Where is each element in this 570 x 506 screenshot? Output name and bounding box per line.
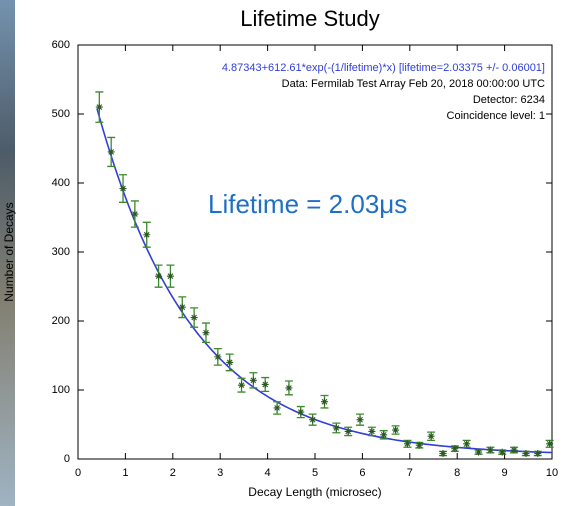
lifetime-highlight: Lifetime = 2.03μs bbox=[208, 189, 407, 219]
y-tick-label: 100 bbox=[52, 384, 70, 396]
data-point bbox=[463, 440, 471, 448]
data-point bbox=[285, 384, 293, 392]
data-point bbox=[439, 449, 447, 457]
data-point bbox=[95, 103, 103, 111]
x-tick-label: 7 bbox=[407, 467, 413, 479]
data-point bbox=[202, 329, 210, 337]
data-point bbox=[332, 424, 340, 432]
data-point bbox=[178, 303, 186, 311]
data-point bbox=[320, 398, 328, 406]
y-tick-label: 200 bbox=[52, 315, 70, 327]
annotation: 4.87343+612.61*exp(-(1/lifetime)*x) [lif… bbox=[222, 62, 545, 74]
data-point bbox=[297, 408, 305, 416]
y-tick-label: 400 bbox=[52, 177, 70, 189]
data-point bbox=[522, 449, 530, 457]
x-tick-label: 0 bbox=[75, 467, 81, 479]
x-tick-label: 9 bbox=[502, 467, 508, 479]
data-point bbox=[226, 358, 234, 366]
data-point bbox=[261, 380, 269, 388]
x-tick-label: 2 bbox=[170, 467, 176, 479]
data-point bbox=[475, 448, 483, 456]
y-tick-label: 600 bbox=[52, 39, 70, 51]
data-point bbox=[380, 431, 388, 439]
data-point bbox=[143, 231, 151, 239]
data-point bbox=[392, 426, 400, 434]
data-point bbox=[534, 449, 542, 457]
annotation: Data: Fermilab Test Array Feb 20, 2018 0… bbox=[282, 78, 545, 90]
data-point bbox=[546, 440, 554, 448]
y-axis-label: Number of Decays bbox=[2, 202, 16, 301]
x-tick-label: 3 bbox=[217, 467, 223, 479]
x-tick-label: 8 bbox=[454, 467, 460, 479]
x-tick-label: 6 bbox=[359, 467, 365, 479]
data-point bbox=[403, 440, 411, 448]
data-point bbox=[214, 353, 222, 361]
annotation: Detector: 6234 bbox=[473, 94, 545, 106]
data-point bbox=[107, 148, 115, 156]
data-point bbox=[498, 448, 506, 456]
data-point bbox=[356, 416, 364, 424]
data-point bbox=[344, 427, 352, 435]
data-point bbox=[166, 272, 174, 280]
x-axis-label: Decay Length (microsec) bbox=[248, 485, 381, 499]
data-point bbox=[155, 272, 163, 280]
x-tick-label: 10 bbox=[546, 467, 558, 479]
y-tick-label: 0 bbox=[64, 453, 70, 465]
data-point bbox=[190, 314, 198, 322]
data-point bbox=[451, 445, 459, 453]
x-tick-label: 5 bbox=[312, 467, 318, 479]
y-tick-label: 300 bbox=[52, 246, 70, 258]
data-point bbox=[368, 427, 376, 435]
annotation: Coincidence level: 1 bbox=[447, 110, 545, 122]
data-point bbox=[119, 185, 127, 193]
data-point bbox=[273, 404, 281, 412]
background-fade bbox=[15, 0, 65, 506]
data-point bbox=[427, 432, 435, 440]
data-point bbox=[309, 416, 317, 424]
data-point bbox=[510, 446, 518, 454]
data-point bbox=[131, 210, 139, 218]
fit-curve bbox=[96, 108, 553, 454]
data-point bbox=[415, 441, 423, 449]
x-tick-label: 4 bbox=[265, 467, 271, 479]
data-point bbox=[486, 446, 494, 454]
chart-title: Lifetime Study bbox=[240, 6, 379, 31]
data-point bbox=[238, 381, 246, 389]
y-tick-label: 500 bbox=[52, 108, 70, 120]
data-point bbox=[249, 376, 257, 384]
x-tick-label: 1 bbox=[122, 467, 128, 479]
